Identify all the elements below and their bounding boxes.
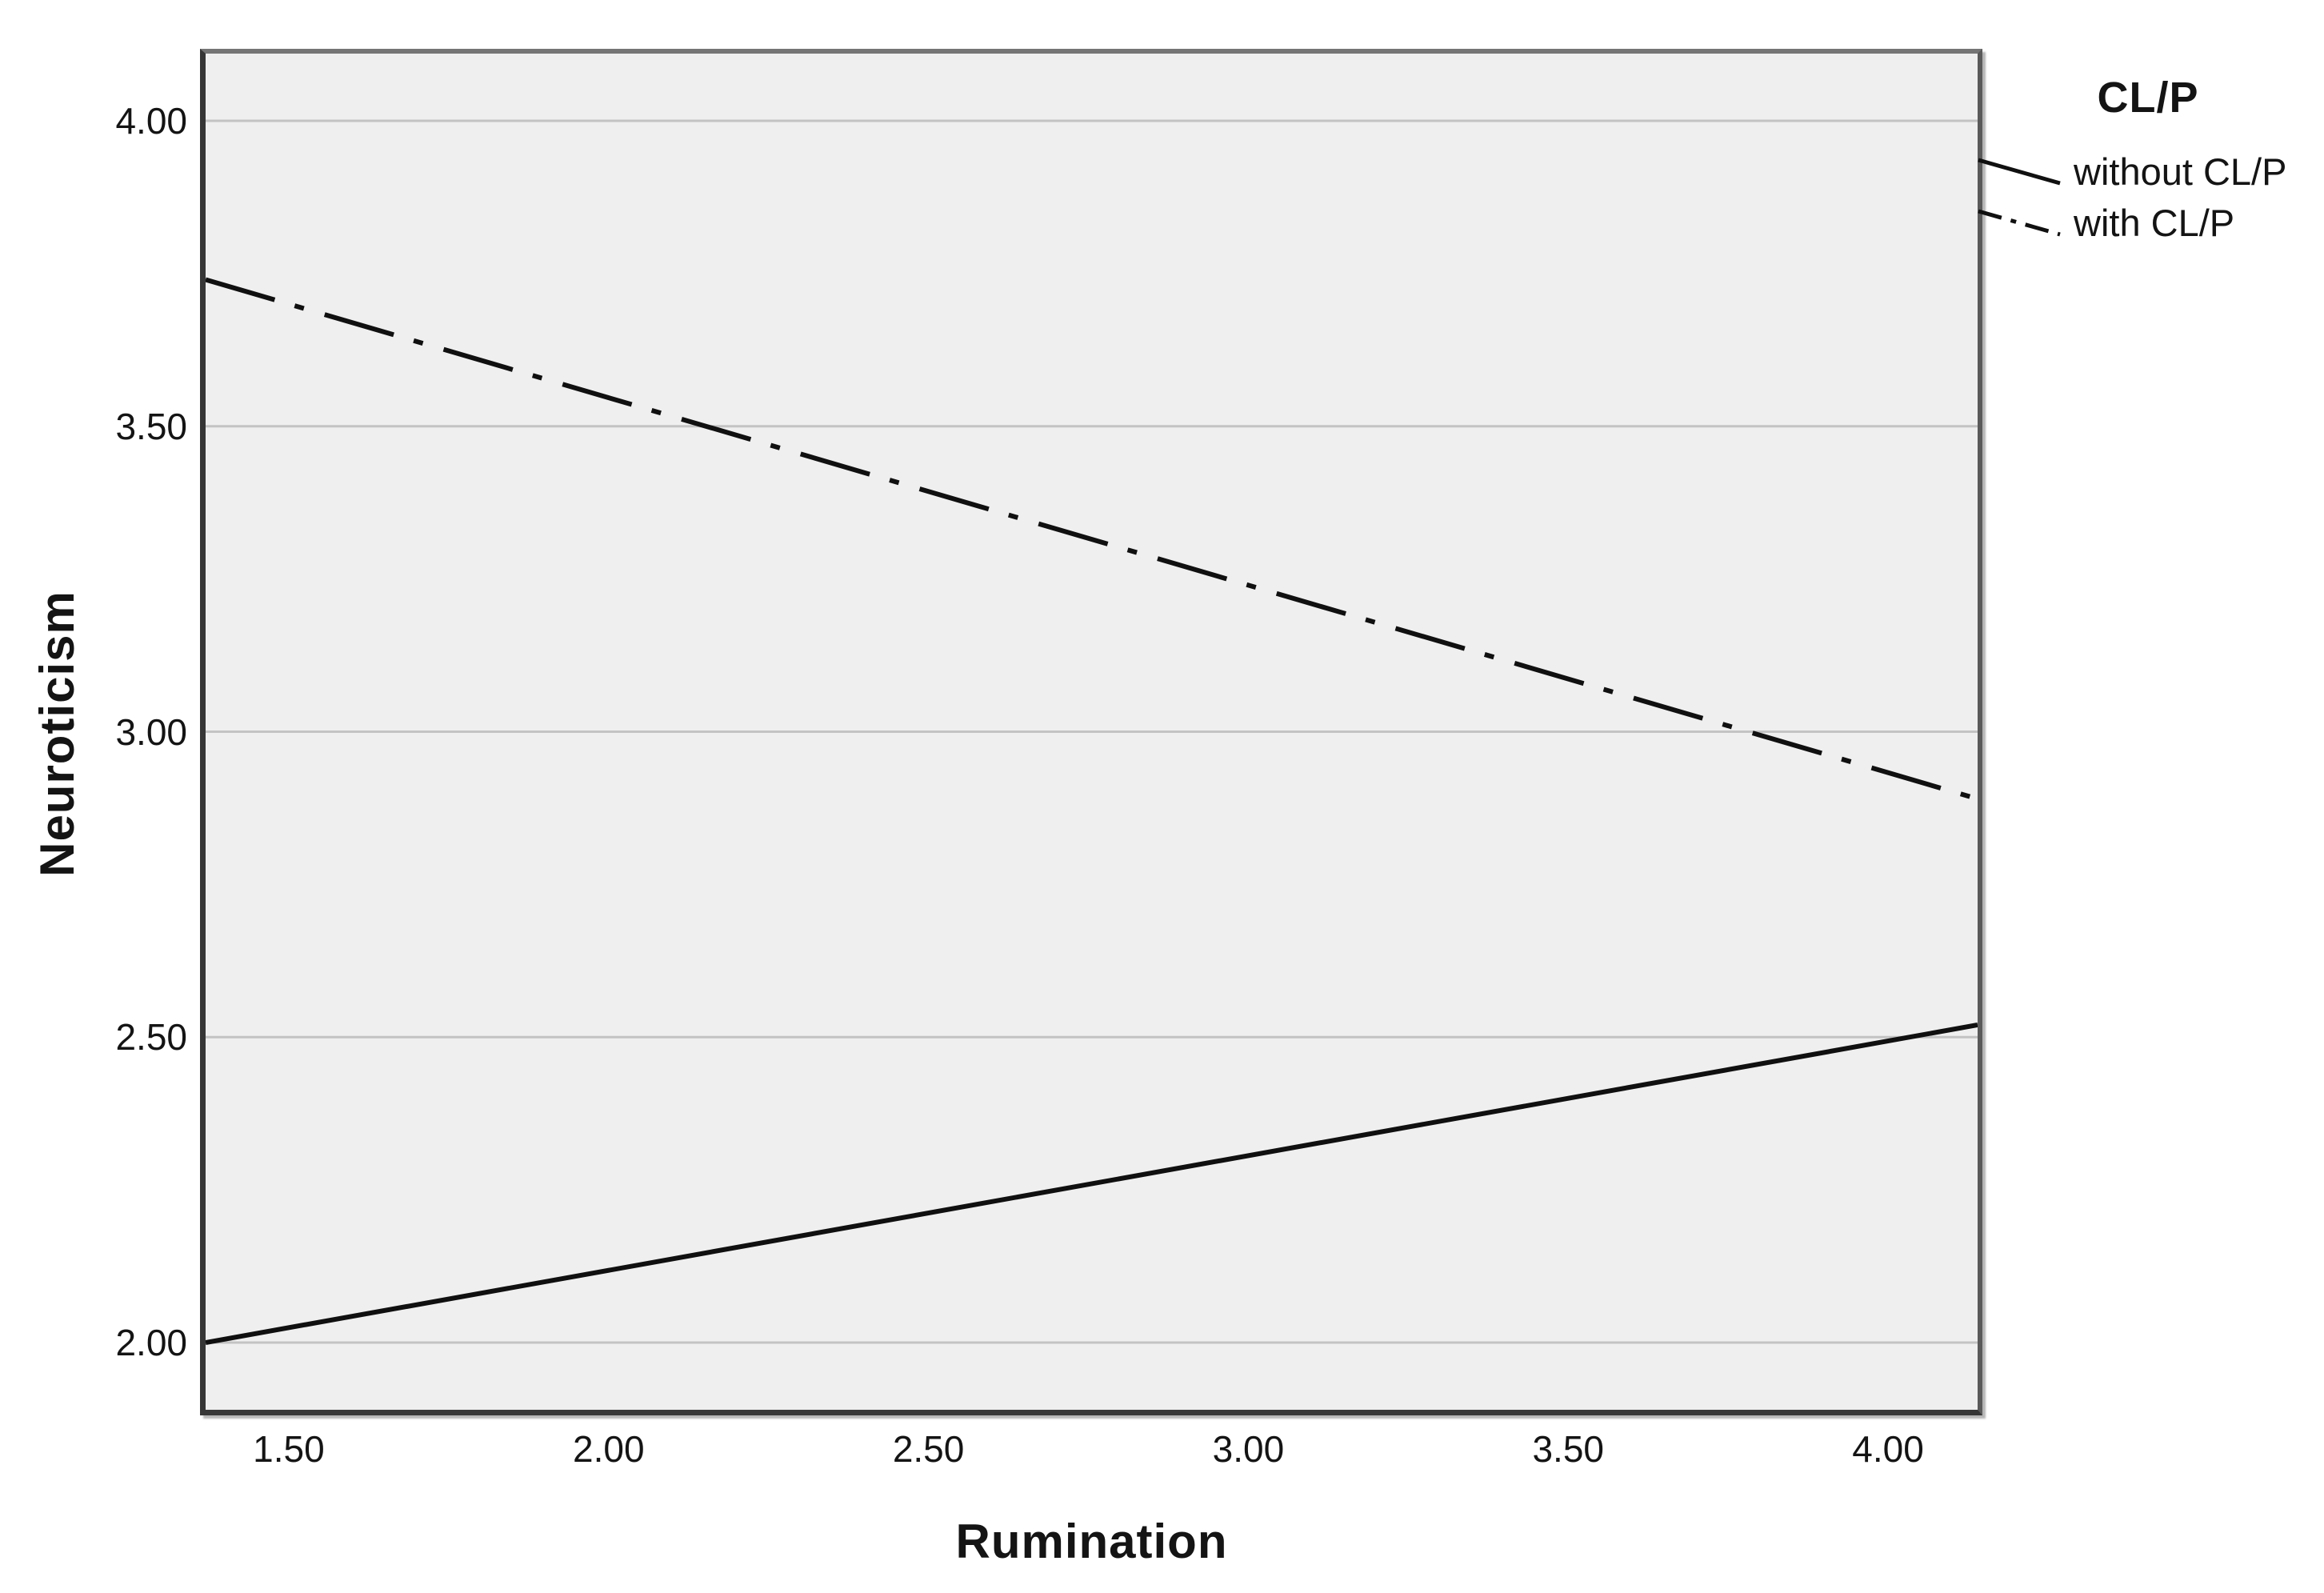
x-tick-label: 3.50	[1532, 1428, 1604, 1470]
legend: CL/P without CL/P with CL/P	[1976, 74, 2324, 248]
x-tick-label: 2.00	[573, 1428, 645, 1470]
legend-item-label: without CL/P	[2074, 150, 2287, 193]
y-tick-label: 2.50	[115, 1016, 187, 1059]
y-tick-label: 4.00	[115, 99, 187, 142]
legend-items: without CL/P with CL/P	[1976, 146, 2324, 248]
x-tick-label: 3.00	[1212, 1428, 1285, 1470]
x-axis-title: Rumination	[955, 1515, 1228, 1568]
plot-area	[200, 49, 1982, 1415]
legend-item: with CL/P	[1976, 197, 2324, 248]
legend-item-label: with CL/P	[2074, 201, 2235, 244]
series-line-with-cl-p	[206, 277, 1978, 802]
legend-swatch-dash-dot	[1978, 209, 2061, 237]
legend-title: CL/P	[2097, 74, 2199, 122]
series-line-without-cl-p	[206, 1023, 1978, 1345]
x-tick-label: 1.50	[253, 1428, 325, 1470]
y-tick-label: 3.50	[115, 405, 187, 447]
legend-item: without CL/P	[1976, 146, 2324, 197]
legend-swatch-solid	[1978, 158, 2061, 186]
y-tick-label: 3.00	[115, 710, 187, 753]
plot-svg	[206, 119, 1978, 1345]
x-tick-label: 4.00	[1852, 1428, 1924, 1470]
x-tick-label: 2.50	[892, 1428, 965, 1470]
y-tick-label: 2.00	[115, 1322, 187, 1363]
